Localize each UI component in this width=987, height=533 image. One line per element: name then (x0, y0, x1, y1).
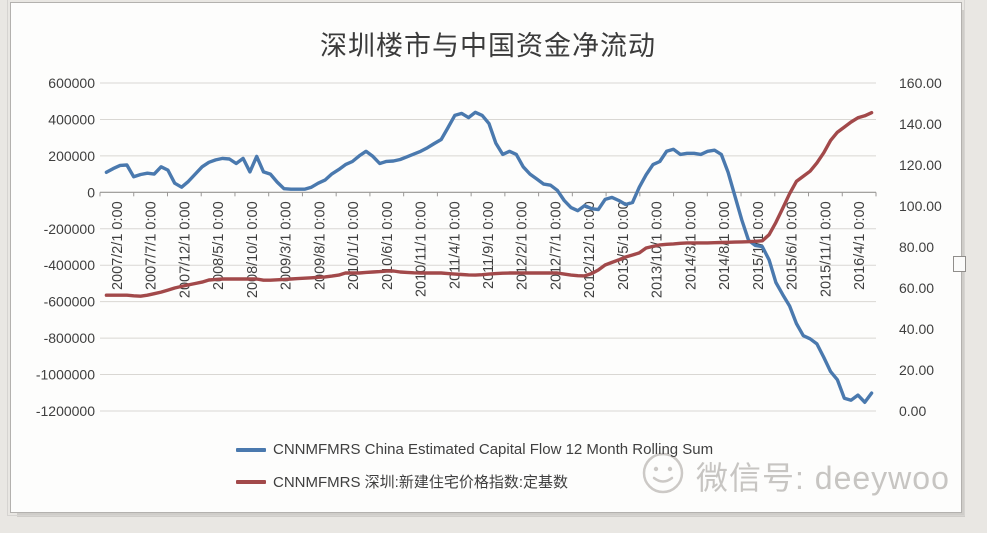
svg-text:60.00: 60.00 (899, 280, 934, 296)
svg-text:-600000: -600000 (44, 294, 96, 310)
svg-text:0.00: 0.00 (899, 403, 926, 419)
legend-line-sample-blue (236, 447, 266, 452)
svg-text:80.00: 80.00 (899, 239, 934, 255)
svg-text:2007/7/1 0:00: 2007/7/1 0:00 (144, 201, 160, 290)
legend-label: CNNMFMRS 深圳:新建住宅价格指数:定基数 (273, 474, 568, 491)
svg-text:20.00: 20.00 (899, 362, 934, 378)
svg-text:2007/2/1 0:00: 2007/2/1 0:00 (110, 201, 126, 290)
svg-text:2010/1/1 0:00: 2010/1/1 0:00 (346, 201, 362, 290)
svg-text:2012/2/1 0:00: 2012/2/1 0:00 (515, 201, 531, 290)
svg-text:2012/7/1 0:00: 2012/7/1 0:00 (548, 201, 564, 290)
svg-text:400000: 400000 (48, 111, 95, 127)
svg-text:2011/9/1 0:00: 2011/9/1 0:00 (481, 201, 497, 289)
svg-text:2012/12/1 0:00: 2012/12/1 0:00 (582, 201, 598, 298)
legend-item-capital-flow: CNNMFMRS China Estimated Capital Flow 12… (236, 441, 713, 458)
svg-text:2011/4/1 0:00: 2011/4/1 0:00 (447, 201, 463, 289)
svg-text:-1200000: -1200000 (36, 403, 95, 419)
svg-text:2009/3/1 0:00: 2009/3/1 0:00 (279, 201, 295, 290)
svg-text:120.00: 120.00 (899, 157, 942, 173)
legend: CNNMFMRS China Estimated Capital Flow 12… (236, 441, 713, 492)
svg-text:40.00: 40.00 (899, 321, 934, 337)
chart-resize-handle[interactable] (953, 256, 966, 272)
svg-text:2015/11/1 0:00: 2015/11/1 0:00 (818, 201, 834, 297)
svg-text:2010/11/1 0:00: 2010/11/1 0:00 (414, 201, 430, 297)
svg-text:600000: 600000 (48, 75, 95, 91)
svg-text:-200000: -200000 (44, 221, 96, 237)
legend-label: CNNMFMRS China Estimated Capital Flow 12… (273, 441, 714, 458)
svg-text:160.00: 160.00 (899, 75, 942, 91)
svg-text:2013/10/1 0:00: 2013/10/1 0:00 (650, 201, 666, 298)
svg-text:2007/12/1 0:00: 2007/12/1 0:00 (177, 201, 193, 298)
svg-text:-800000: -800000 (44, 330, 96, 346)
svg-text:-400000: -400000 (44, 257, 96, 273)
legend-line-sample-red (236, 479, 266, 484)
svg-text:-1000000: -1000000 (36, 367, 95, 383)
svg-text:2010/6/1 0:00: 2010/6/1 0:00 (380, 201, 396, 290)
svg-text:2013/5/1 0:00: 2013/5/1 0:00 (616, 201, 632, 290)
svg-text:2015/6/1 0:00: 2015/6/1 0:00 (785, 201, 801, 290)
svg-text:2014/8/1 0:00: 2014/8/1 0:00 (717, 201, 733, 290)
legend-item-price-index: CNNMFMRS 深圳:新建住宅价格指数:定基数 (236, 471, 713, 492)
svg-text:2008/10/1 0:00: 2008/10/1 0:00 (245, 201, 261, 298)
svg-text:0: 0 (87, 184, 95, 200)
svg-text:2014/3/1 0:00: 2014/3/1 0:00 (683, 201, 699, 290)
svg-text:200000: 200000 (48, 148, 95, 164)
svg-text:2016/4/1 0:00: 2016/4/1 0:00 (852, 201, 868, 290)
svg-text:140.00: 140.00 (899, 116, 942, 132)
chart-title: 深圳楼市与中国资金净流动 (320, 31, 656, 61)
chart-frame (7, 0, 965, 516)
svg-text:2009/8/1 0:00: 2009/8/1 0:00 (312, 201, 328, 290)
svg-text:100.00: 100.00 (899, 198, 942, 214)
svg-text:2008/5/1 0:00: 2008/5/1 0:00 (211, 201, 227, 290)
